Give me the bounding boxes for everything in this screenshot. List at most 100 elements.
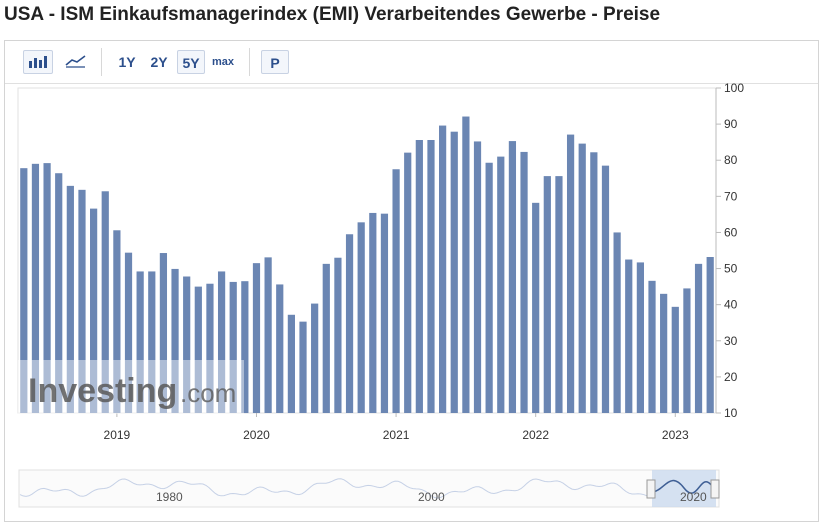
bar-2022-01[interactable]: [532, 202, 540, 413]
bar-2020-03[interactable]: [276, 284, 284, 413]
bar-2021-03[interactable]: [415, 140, 423, 413]
bar-2020-08[interactable]: [334, 257, 342, 413]
bar-2018-05[interactable]: [20, 168, 28, 413]
bar-2019-07[interactable]: [183, 276, 191, 414]
bar-2019-02[interactable]: [124, 252, 133, 413]
bar-2021-11[interactable]: [508, 141, 517, 413]
x-tick-label: 2022: [522, 428, 549, 442]
x-tick-label: 2023: [662, 428, 689, 442]
bar-2019-01[interactable]: [113, 230, 121, 413]
range-2y-button[interactable]: 2Y: [150, 54, 168, 70]
navigator-right-handle[interactable]: [710, 479, 720, 499]
y-tick-label: 40: [724, 298, 738, 312]
bar-2023-03[interactable]: [694, 263, 703, 413]
bar-2019-11[interactable]: [229, 281, 237, 413]
bar-2021-01[interactable]: [392, 169, 400, 413]
watermark-backdrop: [18, 360, 244, 414]
y-tick-label: 30: [724, 334, 738, 348]
bar-2021-08[interactable]: [473, 141, 482, 413]
bar-2019-05[interactable]: [159, 253, 168, 413]
bar-2023-01[interactable]: [671, 306, 679, 413]
bar-2020-04[interactable]: [287, 314, 295, 413]
bar-2018-12[interactable]: [101, 191, 109, 413]
navigator: 1980 2000 2020: [18, 469, 720, 508]
bar-2021-04[interactable]: [427, 140, 435, 413]
bar-2021-12[interactable]: [520, 151, 528, 414]
bar-2019-03[interactable]: [136, 271, 144, 413]
navigator-label: 1980: [156, 490, 183, 504]
bar-2022-11[interactable]: [648, 280, 656, 413]
bar-chart-icon[interactable]: [23, 50, 53, 74]
y-tick-label: 90: [724, 117, 738, 131]
bar-2019-12[interactable]: [241, 281, 249, 413]
bar-2023-02[interactable]: [683, 288, 691, 413]
bar-2020-09[interactable]: [345, 234, 354, 413]
navigator-series-line: [19, 478, 651, 499]
page-title: USA - ISM Einkaufsmanagerindex (EMI) Ver…: [4, 4, 661, 25]
y-tick-label: 50: [724, 262, 738, 276]
bar-2022-03[interactable]: [555, 176, 563, 413]
bar-2022-12[interactable]: [660, 293, 668, 413]
bar-2018-11[interactable]: [90, 208, 98, 413]
bar-2022-09[interactable]: [625, 259, 633, 413]
bar-2022-08[interactable]: [613, 232, 621, 413]
bar-2018-06[interactable]: [31, 163, 40, 413]
bar-2022-07[interactable]: [601, 165, 610, 413]
bar-2021-07[interactable]: [462, 116, 470, 413]
bar-2020-01[interactable]: [252, 263, 261, 413]
navigator-selection-line: [652, 480, 713, 494]
watermark-brand: Investing: [28, 372, 177, 410]
bar-2020-05[interactable]: [299, 321, 307, 413]
bar-2018-07[interactable]: [43, 163, 51, 413]
bar-2021-10[interactable]: [497, 156, 505, 414]
bar-2019-06[interactable]: [171, 268, 179, 413]
line-chart-glyph: [65, 55, 86, 68]
y-tick-label: 70: [724, 189, 738, 203]
bar-2018-09[interactable]: [66, 185, 74, 413]
bar-2019-09[interactable]: [206, 283, 214, 413]
chart-frame: 1Y 2Y 5Y max P: [4, 40, 819, 522]
range-5y-button[interactable]: 5Y: [177, 50, 205, 74]
bar-2023-04[interactable]: [706, 257, 714, 413]
x-axis: 2019 2020 2021 2022 2023: [104, 413, 689, 442]
bar-2020-11[interactable]: [369, 212, 377, 413]
range-max-button[interactable]: max: [211, 56, 235, 68]
bar-2018-10[interactable]: [78, 189, 86, 413]
plot-area: [17, 87, 717, 414]
bar-2021-06[interactable]: [450, 131, 458, 413]
bar-2020-12[interactable]: [380, 213, 389, 413]
bar-2019-10[interactable]: [217, 271, 226, 413]
y-tick-label: 20: [724, 370, 738, 384]
bar-2022-05[interactable]: [578, 143, 586, 414]
bar-2019-08[interactable]: [194, 286, 202, 413]
y-tick-label: 100: [724, 81, 744, 95]
p-button[interactable]: P: [261, 50, 289, 74]
bar-2022-06[interactable]: [590, 152, 598, 413]
y-axis: 10 20 30 40 50 60 70 80 90 100: [715, 81, 744, 420]
x-tick-label: 2019: [104, 428, 131, 442]
range-1y-button[interactable]: 1Y: [118, 54, 136, 70]
bar-2021-09[interactable]: [485, 162, 493, 413]
bar-2020-10[interactable]: [357, 222, 365, 413]
x-tick-label: 2020: [243, 428, 270, 442]
bar-2022-02[interactable]: [543, 176, 551, 413]
watermark-suffix: .com: [180, 378, 236, 408]
y-tick-label: 60: [724, 225, 738, 239]
line-chart-icon[interactable]: [61, 50, 91, 74]
bar-2020-02[interactable]: [264, 257, 272, 413]
y-tick-label: 10: [724, 406, 738, 420]
bar-2019-04[interactable]: [148, 271, 156, 413]
watermark-logo: Investing .com: [18, 360, 244, 414]
toolbar-divider: [249, 48, 250, 76]
bar-2022-04[interactable]: [566, 134, 575, 413]
navigator-label: 2000: [418, 490, 445, 504]
bar-2021-05[interactable]: [439, 125, 447, 413]
bar-2018-08[interactable]: [55, 173, 63, 413]
bar-2021-02[interactable]: [404, 152, 412, 413]
chart-toolbar: 1Y 2Y 5Y max P: [5, 41, 818, 84]
toolbar-divider: [101, 48, 102, 76]
bar-2022-10[interactable]: [636, 262, 644, 413]
navigator-left-handle[interactable]: [646, 479, 656, 499]
bar-2020-06[interactable]: [311, 303, 319, 413]
bar-2020-07[interactable]: [322, 263, 330, 413]
